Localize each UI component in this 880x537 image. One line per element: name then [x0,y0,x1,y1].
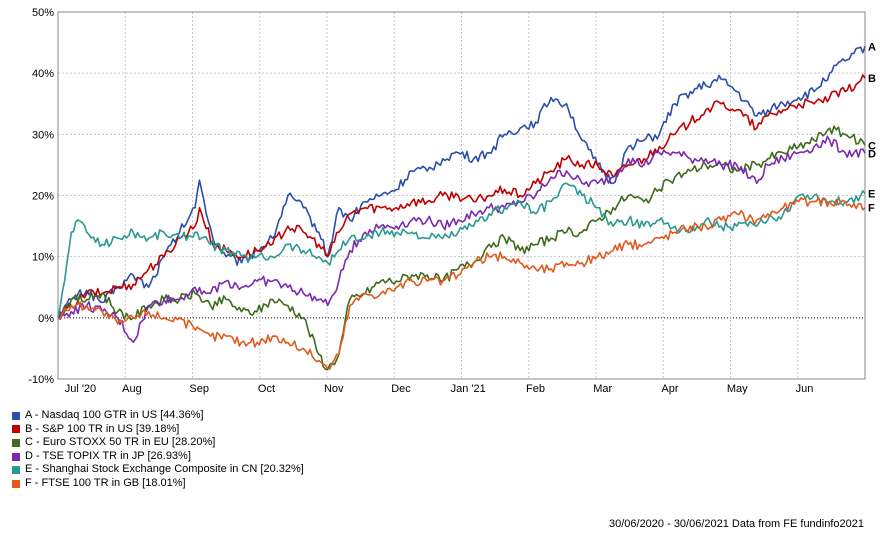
legend-item: D - TSE TOPIX TR in JP [26.93%] [12,450,304,464]
legend-item: A - Nasdaq 100 GTR in US [44.36%] [12,409,304,423]
legend-swatch [12,411,20,420]
x-tick-label: Aug [122,383,142,395]
legend-label: E - Shanghai Stock Exchange Composite in… [25,463,304,476]
x-tick-label: Jun [796,383,814,395]
series-line-b [57,74,866,319]
series-lines [57,46,866,371]
x-tick-label: Mar [593,383,612,395]
x-tick-label: Jan '21 [451,383,486,395]
plot-frame [57,11,866,380]
legend-item: B - S&P 100 TR in US [39.18%] [12,423,304,437]
legend-item: E - Shanghai Stock Exchange Composite in… [12,463,304,477]
legend-item: F - FTSE 100 TR in GB [18.01%] [12,477,304,491]
x-tick-label: Sep [189,383,209,395]
series-end-label-a: A [868,41,876,53]
legend: A - Nasdaq 100 GTR in US [44.36%] B - S&P… [12,409,304,491]
legend-swatch [12,425,20,434]
series-line-a [57,46,866,321]
legend-swatch [12,479,20,488]
y-tick-label: 10% [32,252,54,264]
series-line-c [57,125,866,371]
legend-label: C - Euro STOXX 50 TR in EU [28.20%] [25,436,216,449]
series-end-label-d: D [868,148,876,160]
legend-swatch [12,438,20,447]
footer-date-range: 30/06/2020 - 30/06/2021 Data from FE fun… [608,518,864,530]
x-tick-label: Dec [391,383,411,395]
x-tick-label: Apr [661,383,678,395]
legend-swatch [12,466,20,475]
legend-label: B - S&P 100 TR in US [39.18%] [25,422,180,435]
legend-label: F - FTSE 100 TR in GB [18.01%] [25,476,186,489]
series-line-d [57,135,866,344]
x-tick-label: Feb [526,383,545,395]
x-tick-label: May [727,383,748,395]
x-tick-label: Oct [258,383,275,395]
line-chart: 50% 40% 30% 20% 10% 0% -10% Jul '20 Aug Sep Oct Nov… [28,7,876,395]
y-tick-label: 30% [32,129,54,141]
end-labels: A B CD EF [868,41,876,214]
legend-label: A - Nasdaq 100 GTR in US [44.36%] [25,409,204,421]
series-line-e [57,182,866,318]
legend-label: D - TSE TOPIX TR in JP [26.93%] [25,449,191,462]
series-end-label-c: C [868,140,876,152]
grid [58,11,865,380]
series-end-label-e: E [868,189,875,201]
series-end-label-f: F [868,203,875,215]
axes: 50% 40% 30% 20% 10% 0% -10% Jul '20 Aug Sep Oct Nov… [28,7,866,395]
x-tick-label: Jul '20 [65,383,96,395]
y-tick-label: 20% [32,191,54,203]
x-tick-label: Nov [324,383,344,395]
y-tick-label: 0% [38,313,54,325]
y-tick-label: 40% [32,68,54,80]
y-tick-label: 50% [32,7,54,19]
legend-swatch [12,452,20,461]
y-tick-label: -10% [28,374,54,386]
legend-item: C - Euro STOXX 50 TR in EU [28.20%] [12,436,304,450]
series-line-f [57,196,866,370]
series-end-label-b: B [868,73,876,85]
